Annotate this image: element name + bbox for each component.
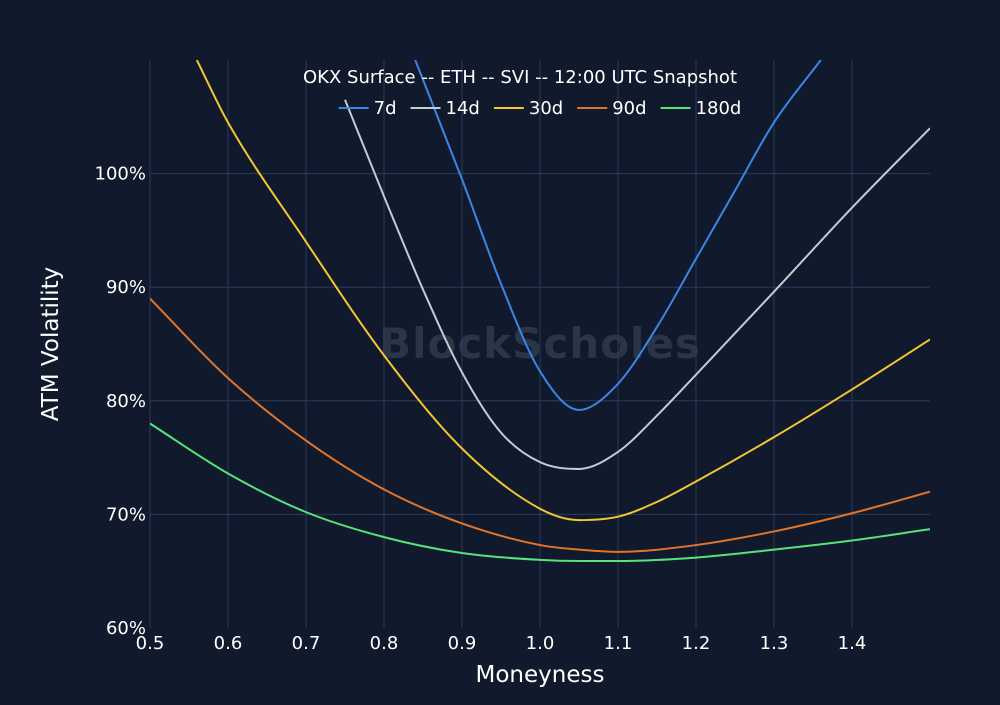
legend-item-14d[interactable]: 14d <box>410 98 480 119</box>
x-tick-label: 1.3 <box>760 633 789 654</box>
y-tick-label: 100% <box>95 164 146 185</box>
legend-label: 30d <box>529 98 563 119</box>
x-tick-label: 0.9 <box>448 633 477 654</box>
chart-title: OKX Surface -- ETH -- SVI -- 12:00 UTC S… <box>303 67 737 88</box>
y-tick-label: 80% <box>106 391 146 412</box>
x-tick-label: 1.4 <box>838 633 867 654</box>
x-tick-label: 0.8 <box>370 633 399 654</box>
series-layer <box>150 60 930 562</box>
y-tick-label: 70% <box>106 504 146 525</box>
series-line-90d <box>150 297 930 553</box>
x-tick-label: 0.7 <box>292 633 321 654</box>
y-axis-ticks: 60% 70% 80% 90% 100% <box>95 164 146 639</box>
y-tick-label: 60% <box>106 618 146 639</box>
x-tick-label: 0.5 <box>136 633 165 654</box>
y-tick-label: 90% <box>106 277 146 298</box>
x-tick-label: 1.0 <box>526 633 555 654</box>
legend-label: 14d <box>446 98 480 119</box>
series-line-7d <box>414 60 822 411</box>
x-tick-label: 1.2 <box>682 633 711 654</box>
legend-item-7d[interactable]: 7d <box>338 98 397 119</box>
legend[interactable]: 7d 14d 30d 90d 180d <box>338 98 742 119</box>
legend-item-30d[interactable]: 30d <box>493 98 563 119</box>
y-axis-label: ATM Volatility <box>38 267 64 421</box>
series-line-14d <box>344 99 930 470</box>
x-axis-label: Moneyness <box>476 662 605 688</box>
x-tick-label: 1.1 <box>604 633 633 654</box>
x-tick-label: 0.6 <box>214 633 243 654</box>
series-line-30d <box>195 60 930 522</box>
series-line-180d <box>150 422 930 562</box>
x-axis-ticks: 0.5 0.6 0.7 0.8 0.9 1.0 1.1 1.2 1.3 1.4 <box>136 633 867 654</box>
grid <box>149 60 930 628</box>
legend-label: 7d <box>374 98 397 119</box>
legend-item-180d[interactable]: 180d <box>660 98 742 119</box>
legend-item-90d[interactable]: 90d <box>577 98 647 119</box>
legend-label: 90d <box>612 98 646 119</box>
legend-label: 180d <box>696 98 742 119</box>
